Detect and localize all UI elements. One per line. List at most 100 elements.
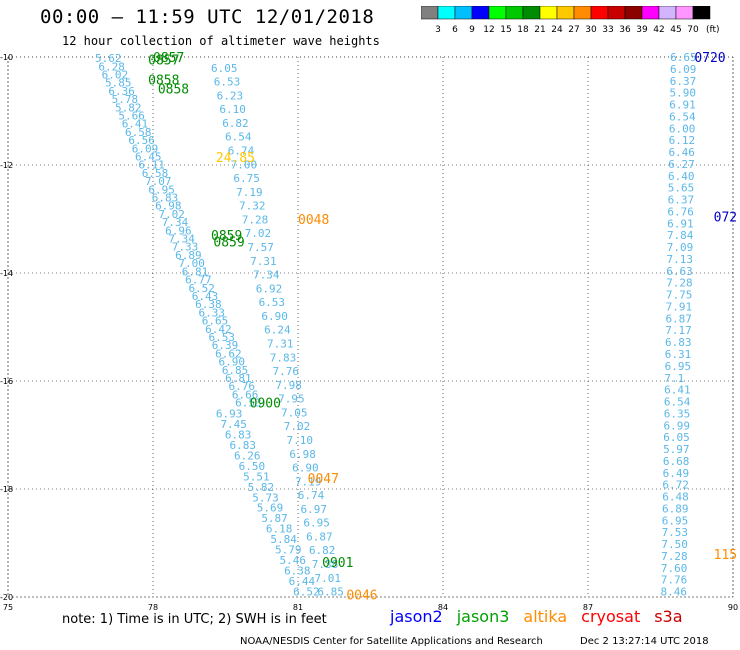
wave-height-value: 6.75 (233, 172, 260, 185)
wave-height-value: 6.36 (108, 85, 135, 98)
wave-height-value: 6.77 (185, 274, 212, 287)
swath-track: 6.656.096.375.906.916.546.006.126.466.27… (661, 51, 697, 599)
satellite-name: jason3 (456, 607, 510, 626)
legend-label: 18 (517, 25, 529, 35)
wave-height-value: 6.50 (239, 460, 266, 473)
wave-height-value: 5.69 (257, 502, 284, 515)
wave-height-value: 7.01 (315, 572, 342, 585)
legend-unit: (ft) (706, 25, 720, 35)
pass-time-label: 0901 (322, 556, 353, 571)
wave-height-value: 6.54 (669, 110, 696, 123)
legend-label: 6 (452, 25, 458, 35)
wave-height-value: 6.38 (195, 298, 222, 311)
wave-height-value: 7.60 (661, 562, 688, 575)
wave-height-value: 7.00 (231, 158, 257, 171)
wave-height-value: 6.02 (102, 68, 129, 81)
legend-label: 33 (602, 25, 613, 35)
pass-time-label: 0859 (213, 236, 244, 251)
wave-height-value: 6.49 (663, 467, 690, 480)
wave-height-value: 5.84 (270, 533, 297, 546)
pass-time-label: 0720 (694, 51, 725, 66)
page-subtitle: 12 hour collection of altimeter wave hei… (62, 34, 380, 48)
wave-height-value: 6.58 (125, 126, 151, 139)
wave-height-value: 6.63 (666, 265, 693, 278)
wave-height-value: 7.02 (158, 208, 185, 221)
wave-height-value: 7.31 (250, 255, 277, 268)
wave-height-value: 5.73 (252, 491, 279, 504)
wave-height-value: 7.84 (667, 229, 694, 242)
wave-height-value: 6.56 (128, 134, 155, 147)
wave-height-value: 6.98 (155, 200, 182, 213)
wave-height-value: 7.34 (168, 233, 195, 246)
wave-height-value: 6.91 (669, 99, 696, 112)
wave-height-value: 6.48 (662, 491, 689, 504)
wave-height-value: 6.54 (225, 131, 252, 144)
swath-track: 6.056.536.236.106.826.546.747.006.757.19… (211, 62, 344, 599)
wave-height-value: 6.53 (259, 296, 286, 309)
wave-height-value: 6.95 (148, 183, 175, 196)
wave-height-value: 6.83 (225, 428, 252, 441)
wave-height-value: 7.45 (220, 418, 247, 431)
wave-height-value: 6.35 (664, 407, 691, 420)
credit-line: NOAA/NESDIS Center for Satellite Applica… (240, 636, 543, 647)
wave-height-value: 6.40 (668, 170, 695, 183)
wave-height-value: 6.87 (665, 312, 692, 325)
wave-height-value: 6.54 (664, 396, 691, 409)
pass-time-label: 0900 (250, 397, 281, 412)
wave-height-value: 6.53 (214, 76, 241, 89)
wave-height-value: 7.95 (278, 393, 305, 406)
wave-height-value: 6.81 (225, 372, 252, 385)
wave-height-value: 6.76 (667, 205, 694, 218)
wave-height-value: 6.52 (293, 586, 320, 599)
satellite-name: jason2 (390, 607, 443, 626)
wave-height-value: 6.41 (122, 118, 149, 131)
y-tick-label: -10 (0, 53, 13, 62)
wave-height-value: 6.90 (292, 462, 319, 475)
legend-label: 15 (500, 25, 511, 35)
pass-time-label: 0857 (148, 54, 179, 69)
wave-height-value: 5.82 (115, 101, 141, 114)
wave-height-value: 7.34 (162, 216, 189, 229)
wave-height-value: 5.87 (261, 512, 288, 525)
x-tick-label: 84 (438, 603, 448, 612)
wave-height-value: 5.79 (275, 544, 302, 557)
wave-height-value: 6.65 (202, 315, 229, 328)
wave-height-value: 5.78 (112, 93, 139, 106)
swath-track: 5.626.286.025.856.365.785.825.666.416.58… (95, 52, 262, 410)
wave-height-value: 6.96 (165, 224, 192, 237)
legend-label: 24 (551, 25, 563, 35)
wave-height-value: 7.19 (236, 186, 263, 199)
pass-time-label: 24.85 (216, 151, 255, 166)
wave-height-value: 6.00 (669, 122, 696, 135)
color-scale-legend: 3 6 9 12 15 18 21 24 27 30 33 36 39 42 45 70 (ft) (421, 6, 720, 35)
wave-height-value: 7.38 (312, 558, 339, 571)
wave-height-value: 7.33 (172, 241, 199, 254)
wave-height-value: 6.95 (303, 517, 330, 530)
wave-height-value: 5.85 (105, 77, 132, 90)
wave-height-value: 6.82 (222, 117, 249, 130)
wave-height-value: 6.33 (198, 306, 225, 319)
pass-time-label: 0858 (158, 82, 189, 97)
x-tick-label: 75 (3, 603, 13, 612)
y-tick-label: -12 (0, 161, 13, 170)
wave-height-value: 6.95 (665, 360, 692, 373)
wave-height-value: 5.90 (670, 87, 697, 100)
wave-height-value: 6.83 (152, 192, 179, 205)
pass-time-label: 0859 (211, 229, 242, 244)
wave-height-value: 6.45 (135, 151, 162, 164)
wave-height-value: 6.05 (211, 62, 238, 75)
wave-height-value: 7.50 (661, 538, 688, 551)
wave-height-value: 6.98 (289, 448, 316, 461)
wave-height-value: 7.05 (281, 406, 308, 419)
wave-height-value: 6.44 (289, 575, 316, 588)
legend-label: 9 (469, 25, 475, 35)
wave-height-value: 6.74 (298, 489, 325, 502)
wave-height-value: 7.19 (295, 475, 322, 488)
wave-height-value: 7.09 (667, 241, 694, 254)
wave-height-value: 5.82 (248, 481, 274, 494)
wave-height-value: 6.89 (175, 249, 202, 262)
wave-height-value: 7.28 (666, 277, 693, 290)
wave-height-value: 7.02 (284, 420, 311, 433)
wave-height-value: 6.12 (669, 134, 696, 147)
swath-track: 6.937.456.836.836.266.505.515.825.735.69… (216, 407, 320, 598)
